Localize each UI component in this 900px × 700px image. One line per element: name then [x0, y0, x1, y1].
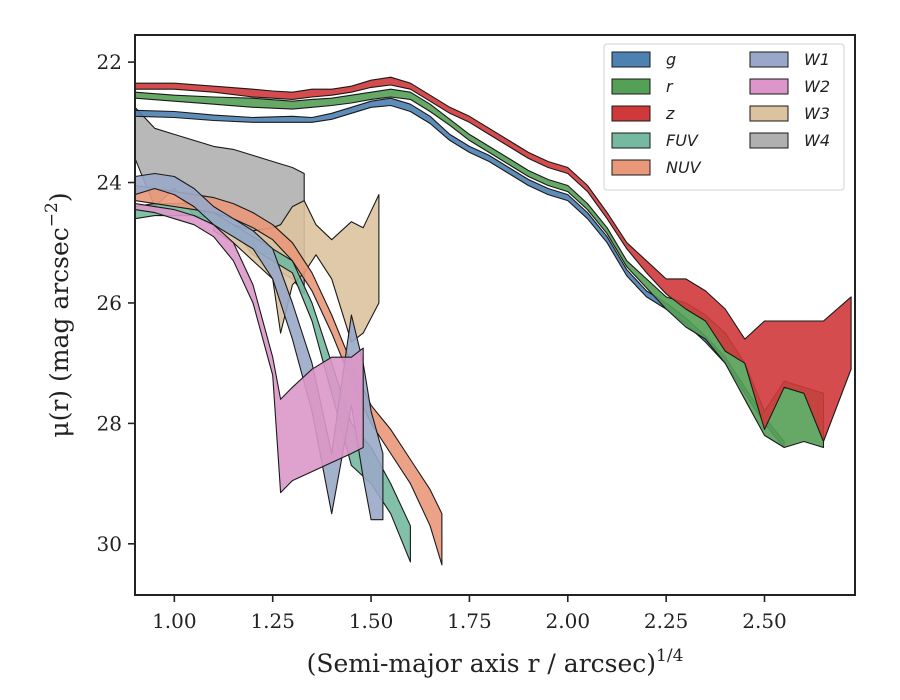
legend-label-w1: W1: [804, 50, 830, 69]
x-tick-label: 1.25: [250, 609, 295, 633]
x-tick-label: 2.00: [546, 609, 591, 633]
legend-swatch-nuv: [611, 159, 651, 176]
x-tick-label: 1.00: [152, 609, 197, 633]
legend-swatch-r: [611, 78, 651, 95]
x-tick-label: 2.25: [644, 609, 689, 633]
legend-label-z: z: [665, 104, 675, 123]
band-r: [135, 88, 825, 449]
legend-label-w4: W4: [804, 131, 830, 150]
legend-label-g: g: [666, 50, 676, 69]
y-axis-label: μ(r) (mag arcsec−2): [42, 192, 74, 437]
y-tick-label: 30: [97, 532, 122, 556]
y-tick-label: 28: [97, 411, 122, 435]
legend: grz FUV NUV W1 W2 W3 W4: [603, 43, 845, 191]
legend-swatch-w2: [749, 78, 789, 95]
legend-swatch-w4: [749, 132, 789, 149]
legend-label-r: r: [666, 77, 674, 96]
y-tick-label: 22: [97, 50, 122, 74]
legend-swatch-w3: [749, 105, 789, 122]
plot-frame: [134, 34, 856, 596]
x-tick-label: 1.75: [447, 609, 492, 633]
x-tick-label: 1.50: [349, 609, 394, 633]
x-tick-label: 2.50: [742, 609, 787, 633]
series-layer: [135, 76, 852, 566]
legend-label-fuv: FUV: [666, 131, 699, 150]
legend-swatch-g: [611, 51, 651, 68]
y-tick-label: 26: [97, 291, 122, 315]
x-axis-label-exponent: 1/4: [656, 646, 683, 666]
y-axis-label-close: ): [45, 192, 74, 202]
legend-label-w3: W3: [804, 104, 830, 123]
band-z: [135, 76, 852, 443]
legend-swatch-z: [611, 105, 651, 122]
band-w2: [135, 203, 364, 494]
legend-swatch-fuv: [611, 132, 651, 149]
legend-label-w2: W2: [804, 77, 830, 96]
y-axis-ticks: 22 24 26 28 30: [97, 50, 135, 556]
legend-label-nuv: NUV: [666, 158, 702, 177]
x-axis-ticks: 1.00 1.25 1.50 1.75 2.00 2.25 2.50: [152, 595, 787, 633]
x-axis-label: (Semi-major axis r / arcsec)1/4: [307, 646, 684, 678]
legend-swatch-w1: [749, 51, 789, 68]
y-tick-label: 24: [97, 171, 122, 195]
y-axis-label-exponent: −2: [42, 202, 62, 227]
